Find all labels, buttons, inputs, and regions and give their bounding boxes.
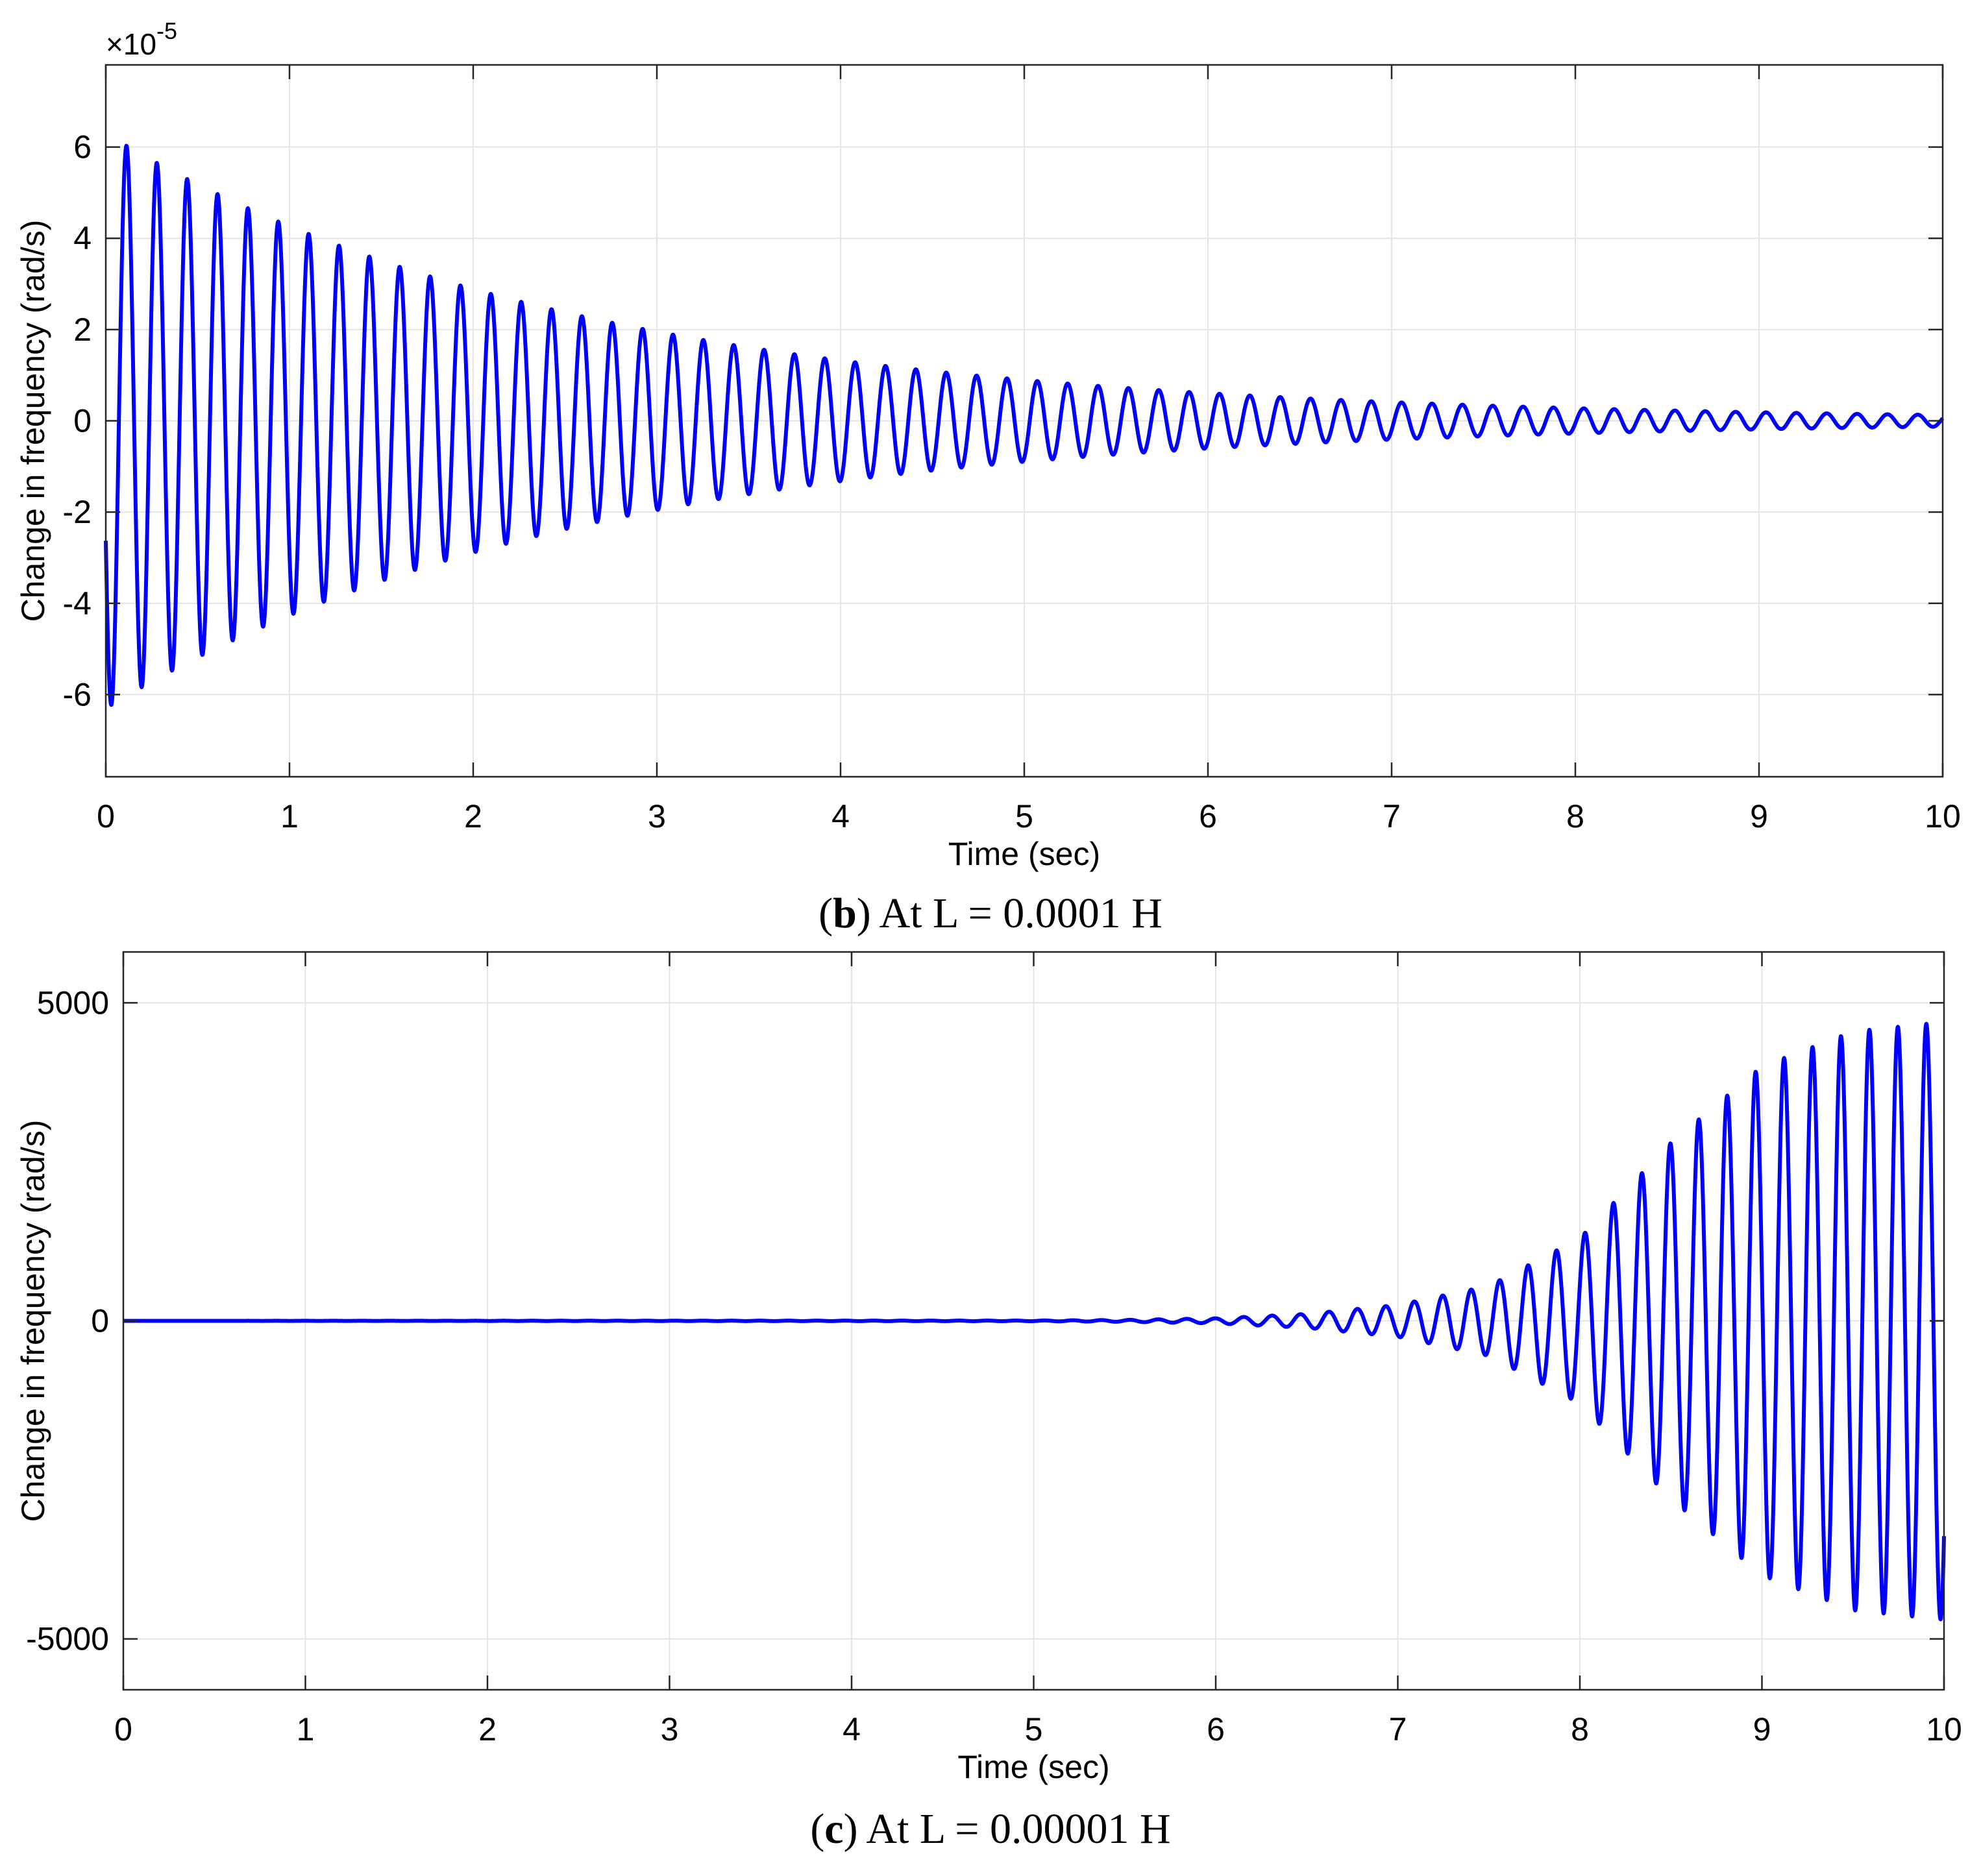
x-tick-label: 6 [1199,798,1217,834]
x-tick-label: 8 [1566,798,1584,834]
x-axis-label: Time (sec) [957,1749,1109,1785]
x-tick-label: 5 [1025,1711,1043,1748]
y-axis-label: Change in frequency (rad/s) [15,220,51,622]
axis-exponent-power: -5 [156,18,177,44]
x-tick-label: 7 [1383,798,1401,834]
y-tick-label: 2 [73,311,92,348]
y-tick-label: 6 [73,129,92,165]
caption-c: (c) At L = 0.00001 H [810,1805,1170,1853]
axis-exponent: ×10-5 [106,18,177,61]
y-tick-label: 5000 [37,984,109,1021]
y-tick-label: 4 [73,220,92,256]
axis-exponent-base: ×10 [106,27,156,61]
chart-panel-b: 0 1 2 3 4 5 6 7 8 9 10 -6 -4 -2 0 2 4 6 Time (sec) Change i… [15,18,1961,872]
x-tick-label: 4 [831,798,850,834]
chart-panel-c: 0 1 2 3 4 5 6 7 8 9 10 -5000 0 5000 Time (sec) Change i… [15,951,1962,1785]
x-tick-label: 7 [1389,1711,1407,1748]
caption-b: (b) At L = 0.0001 H [818,890,1163,937]
x-tick-label: 8 [1571,1711,1589,1748]
y-tick-label: -6 [63,676,92,713]
x-tick-label: 10 [1926,1711,1962,1748]
x-tick-label: 10 [1925,798,1961,834]
y-tick-label: -2 [63,494,92,530]
x-tick-label: 3 [661,1711,679,1748]
y-tick-label: 0 [73,403,92,439]
y-tick-label: -4 [63,585,92,622]
y-tick-label: 0 [91,1303,109,1339]
series-line [104,143,1945,707]
x-tick-label: 0 [114,1711,132,1748]
x-tick-label: 0 [97,798,115,834]
x-tick-label: 6 [1207,1711,1225,1748]
series-line [121,1021,1946,1622]
x-tick-label: 4 [843,1711,861,1748]
x-axis-label: Time (sec) [948,836,1100,872]
x-tick-label: 3 [648,798,666,834]
x-tick-label: 9 [1753,1711,1771,1748]
y-axis-label: Change in frequency (rad/s) [15,1120,51,1522]
x-tick-label: 1 [280,798,299,834]
x-tick-label: 2 [464,798,482,834]
x-tick-label: 9 [1750,798,1768,834]
x-tick-label: 1 [297,1711,315,1748]
x-tick-label: 2 [478,1711,497,1748]
x-tick-label: 5 [1015,798,1033,834]
y-tick-label: -5000 [26,1621,109,1657]
